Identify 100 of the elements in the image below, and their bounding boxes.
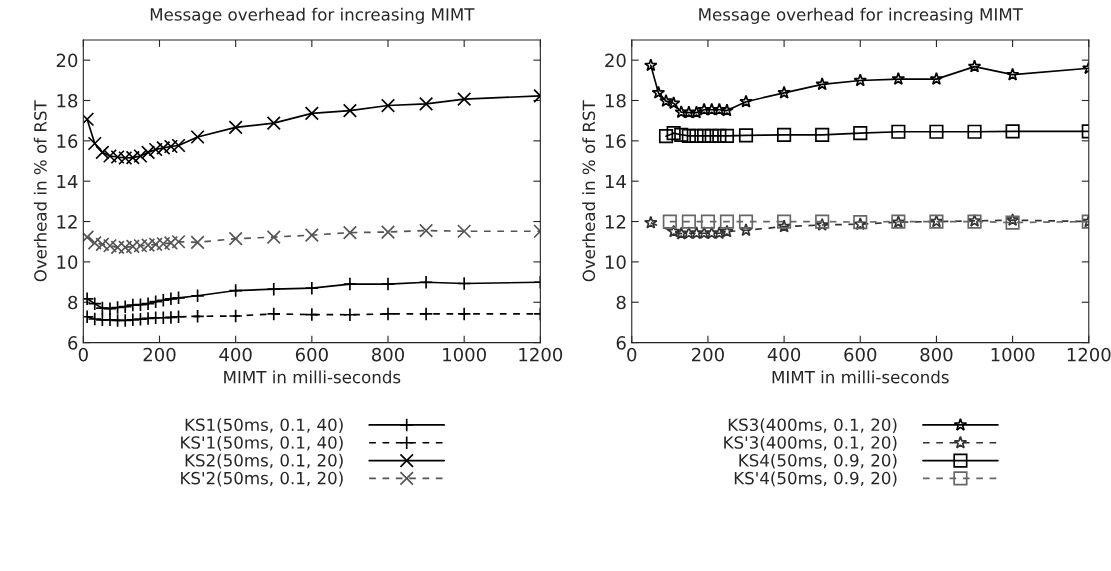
point (689, 226, 704, 240)
point (967, 124, 982, 139)
point (228, 120, 243, 135)
point (738, 214, 754, 229)
point (891, 124, 906, 139)
point (682, 226, 696, 240)
y-tick-label: 20 (605, 53, 626, 68)
y-tick-label: 14 (57, 174, 78, 189)
point (697, 102, 711, 116)
point (662, 214, 677, 229)
point (719, 214, 735, 229)
x-tick-label: 400 (767, 347, 801, 362)
point (738, 128, 754, 143)
point (719, 128, 735, 143)
y-tick-label: 18 (605, 93, 626, 108)
point (380, 98, 396, 113)
point (163, 139, 179, 154)
legend-label: KS3(400ms, 0.1, 20) (728, 418, 897, 433)
point (697, 226, 711, 240)
point (777, 219, 791, 233)
y-tick-label: 16 (605, 134, 626, 148)
y-tick-label: 18 (57, 93, 78, 108)
point (644, 58, 658, 72)
point (853, 73, 868, 87)
y-tick-label: 20 (56, 53, 78, 68)
point (304, 106, 319, 121)
point (674, 226, 689, 240)
point (228, 231, 243, 246)
x-tick-label: 800 (372, 347, 405, 362)
y-axis-title: Overhead in % of RST (582, 100, 596, 282)
point (87, 136, 102, 151)
point (658, 129, 674, 144)
point (929, 124, 944, 139)
point (659, 94, 673, 107)
point (712, 226, 727, 240)
point (419, 223, 434, 238)
point (419, 96, 434, 112)
point (777, 214, 792, 229)
point (697, 128, 712, 143)
y-tick-label: 14 (605, 174, 626, 189)
point (967, 59, 982, 73)
point (689, 128, 704, 143)
point (1005, 124, 1020, 139)
y-tick-label: 6 (616, 336, 626, 350)
point (815, 127, 830, 142)
point (700, 214, 716, 229)
point (720, 103, 734, 117)
x-tick-label: 600 (844, 347, 877, 362)
point (190, 129, 205, 145)
point (95, 145, 110, 160)
point (644, 215, 658, 229)
point (342, 103, 358, 118)
point (304, 227, 319, 243)
point (666, 96, 681, 110)
point (712, 128, 727, 143)
point (681, 128, 696, 143)
y-axis-title: Overhead in % of RST (33, 100, 47, 282)
x-tick-label: 600 (295, 347, 328, 362)
x-axis-title: MIMT in milli-seconds (224, 370, 401, 384)
point (853, 126, 868, 141)
x-tick-label: 1000 (443, 347, 486, 362)
point (777, 127, 792, 142)
point (681, 214, 696, 229)
point (1005, 67, 1020, 81)
y-tick-label: 10 (605, 255, 626, 270)
point (266, 229, 281, 245)
y-tick-label: 8 (616, 295, 626, 310)
point (929, 72, 944, 86)
point (704, 128, 719, 143)
point (682, 105, 696, 119)
point (266, 116, 281, 131)
point (720, 224, 734, 238)
x-tick-label: 1200 (519, 347, 563, 362)
y-tick-label: 8 (68, 295, 78, 310)
legend-label: KS'4(50ms, 0.9, 20) (734, 471, 897, 487)
x-tick-label: 200 (692, 347, 724, 362)
y-tick-label: 6 (68, 336, 78, 350)
x-tick-label: 1000 (991, 347, 1035, 362)
point (87, 235, 102, 251)
x-tick-label: 400 (219, 347, 252, 362)
x-axis-title: MIMT in milli-seconds (772, 370, 949, 384)
x-tick-label: 200 (143, 347, 176, 362)
point (674, 127, 689, 142)
point (674, 105, 689, 119)
point (140, 145, 156, 160)
legend-label: KS'1(50ms, 0.1, 40) (181, 435, 343, 451)
point (190, 235, 205, 250)
x-tick-label: 0 (627, 347, 637, 362)
point (457, 224, 472, 239)
point (704, 102, 719, 116)
x-tick-label: 800 (920, 347, 953, 362)
y-tick-label: 12 (605, 215, 626, 229)
point (380, 224, 396, 240)
chart-title: Message overhead for increasing MIMT (699, 7, 1023, 24)
legend-label: KS2(50ms, 0.1, 20) (185, 453, 343, 469)
point (704, 226, 719, 240)
y-tick-label: 10 (57, 255, 78, 270)
point (739, 94, 753, 108)
point (689, 105, 704, 119)
legend-label: KS1(50ms, 0.1, 40) (185, 418, 343, 433)
